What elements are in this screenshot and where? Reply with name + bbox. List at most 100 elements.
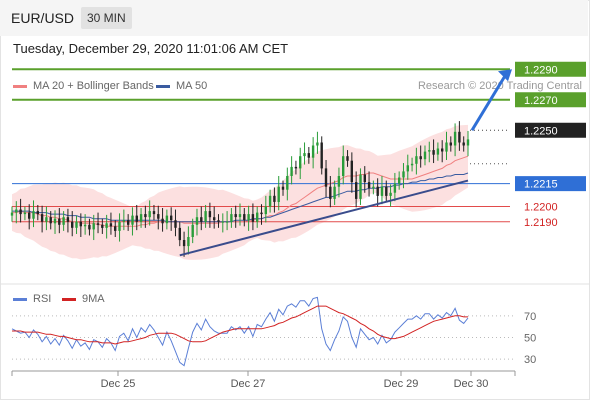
ma20-legend-label: MA 20 + Bollinger Bands [33, 80, 154, 92]
candle-59 [264, 206, 267, 215]
candle-63 [281, 186, 285, 190]
candle-42 [191, 224, 194, 237]
candle-20 [96, 223, 100, 225]
candle-76 [337, 176, 341, 187]
candle-102 [449, 142, 452, 146]
candle-33 [152, 211, 156, 215]
candle-94 [415, 156, 418, 164]
candle-74 [329, 186, 332, 199]
level-label-text-3: 1.2215 [524, 179, 558, 191]
level-label-5: 1.2190 [524, 217, 558, 229]
candle-3 [23, 212, 27, 215]
x-tick-label-3: Dec 30 [454, 378, 489, 390]
candle-37 [170, 215, 173, 221]
candle-69 [307, 153, 310, 158]
candle-21 [101, 224, 104, 228]
ma9-legend-label: 9MA [82, 293, 105, 305]
candle-62 [277, 186, 280, 202]
candle-35 [161, 218, 164, 224]
candle-78 [346, 156, 349, 161]
rsi-9ma-line [12, 305, 468, 345]
candle-0 [10, 212, 14, 216]
ma20-swatch [13, 84, 27, 88]
candle-23 [109, 223, 113, 227]
x-tick-label-2: Dec 29 [384, 378, 419, 390]
candle-79 [350, 160, 353, 183]
ma50-swatch [156, 84, 170, 88]
candle-30 [139, 214, 143, 222]
candle-44 [200, 217, 203, 222]
timeframe-badge[interactable]: 30 MIN [81, 7, 132, 29]
candle-5 [32, 211, 35, 219]
candle-98 [432, 150, 435, 155]
legend-9ma: 9MA [62, 293, 105, 305]
level-label-text-4: 1.2200 [524, 202, 558, 214]
rsi-tick-label-2: 30 [524, 354, 536, 366]
candle-41 [187, 237, 190, 247]
candle-100 [441, 148, 444, 152]
candle-50 [225, 221, 229, 223]
level-label-text-2: 1.2250 [524, 125, 558, 137]
candle-61 [273, 195, 276, 202]
candle-19 [92, 223, 95, 230]
candle-25 [118, 221, 121, 231]
level-label-0: 1.2290 [515, 61, 586, 77]
rsi-tick-label-0: 70 [524, 311, 536, 323]
candle-82 [363, 174, 366, 183]
candle-80 [355, 182, 358, 199]
candle-72 [320, 142, 323, 169]
candle-81 [359, 174, 362, 199]
candle-9 [49, 217, 52, 224]
candle-70 [311, 145, 315, 158]
legend-ma20: MA 20 + Bollinger Bands [13, 80, 154, 92]
candle-1 [15, 209, 18, 213]
candle-12 [62, 217, 65, 225]
candle-13 [66, 217, 70, 222]
candle-58 [260, 212, 263, 215]
candle-105 [462, 142, 465, 146]
trend-line [179, 179, 469, 257]
candle-10 [53, 218, 57, 224]
level-label-2: 1.2250 [515, 122, 586, 138]
candle-22 [105, 223, 108, 228]
legend-ma50: MA 50 [156, 80, 207, 92]
level-label-1: 1.2270 [515, 92, 586, 108]
candle-64 [286, 176, 289, 190]
candle-15 [75, 221, 78, 228]
candle-39 [178, 227, 181, 241]
candle-49 [221, 221, 224, 223]
candle-38 [174, 220, 177, 228]
candle-67 [299, 156, 302, 169]
header-bar: EUR/USD 30 MIN [0, 0, 588, 36]
rsi-tick-label-1: 50 [524, 333, 536, 345]
candle-92 [406, 165, 409, 172]
candle-55 [247, 214, 250, 221]
x-tick-label-0: Dec 25 [101, 378, 136, 390]
rsi-legend-label: RSI [33, 293, 52, 305]
candle-103 [453, 131, 457, 146]
candle-32 [148, 211, 151, 218]
forecast-arrow-shaft [470, 73, 508, 132]
ma50-legend-label: MA 50 [176, 80, 208, 92]
candle-29 [135, 215, 138, 222]
candle-66 [294, 166, 298, 169]
candle-57 [256, 212, 259, 222]
candle-104 [458, 131, 461, 143]
candle-91 [402, 171, 405, 178]
candle-36 [165, 215, 169, 224]
candle-77 [342, 156, 345, 176]
level-label-4: 1.2200 [524, 202, 558, 214]
legend-rsi: RSI [13, 293, 51, 305]
candle-83 [367, 182, 371, 189]
candle-89 [393, 183, 397, 193]
candle-28 [131, 215, 134, 225]
candle-11 [58, 218, 61, 225]
candle-43 [195, 217, 199, 225]
level-label-bg-0 [515, 61, 586, 77]
rsi-line [11, 296, 469, 367]
candle-90 [398, 177, 401, 184]
candle-52 [234, 214, 237, 218]
candle-96 [423, 151, 427, 160]
candle-16 [79, 221, 82, 227]
